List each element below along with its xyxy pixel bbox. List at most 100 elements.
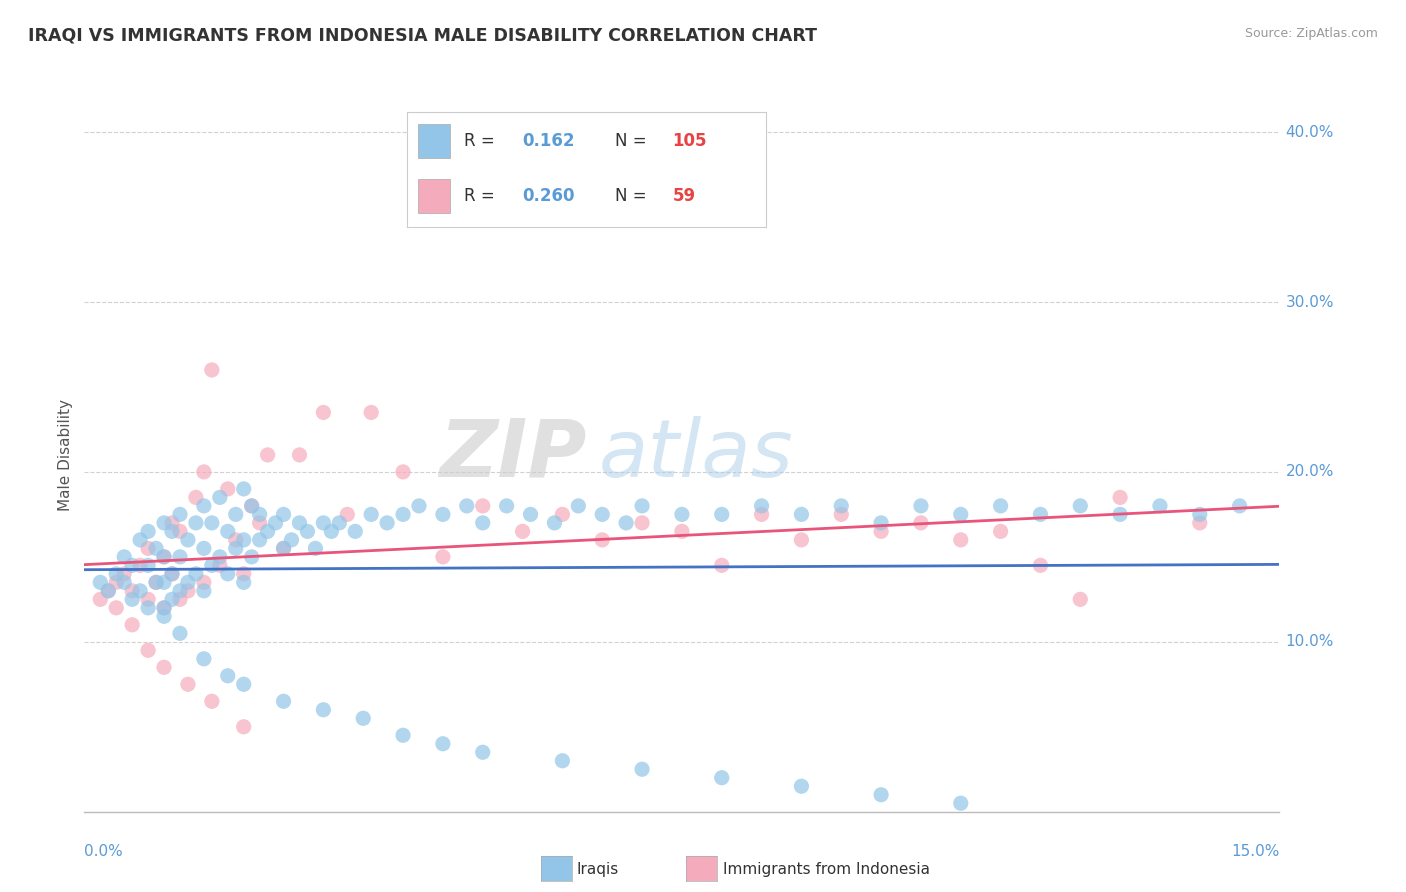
Point bbox=[321, 524, 343, 539]
Point bbox=[184, 491, 207, 505]
Point bbox=[105, 575, 128, 590]
Point bbox=[240, 499, 263, 513]
Point bbox=[240, 499, 263, 513]
Point bbox=[169, 592, 191, 607]
Point bbox=[160, 516, 183, 530]
Point bbox=[184, 516, 207, 530]
Text: Source: ZipAtlas.com: Source: ZipAtlas.com bbox=[1244, 27, 1378, 40]
Point bbox=[264, 516, 287, 530]
Point bbox=[304, 541, 326, 556]
Point bbox=[790, 508, 813, 522]
Point bbox=[145, 575, 167, 590]
Text: 30.0%: 30.0% bbox=[1285, 294, 1334, 310]
Point bbox=[949, 508, 972, 522]
Point bbox=[232, 566, 254, 581]
Point bbox=[1029, 558, 1052, 573]
Point bbox=[184, 566, 207, 581]
Point bbox=[169, 524, 191, 539]
Point bbox=[297, 524, 319, 539]
Point bbox=[121, 617, 143, 632]
Point bbox=[121, 583, 143, 598]
Text: Iraqis: Iraqis bbox=[576, 863, 619, 877]
Point bbox=[217, 566, 239, 581]
Point bbox=[1188, 508, 1211, 522]
Point bbox=[495, 499, 517, 513]
Point bbox=[112, 549, 135, 564]
Point bbox=[543, 516, 565, 530]
Point bbox=[336, 508, 359, 522]
Text: 15.0%: 15.0% bbox=[1232, 844, 1279, 859]
Point bbox=[710, 558, 733, 573]
Point bbox=[751, 499, 773, 513]
Point bbox=[360, 405, 382, 419]
Point bbox=[153, 609, 176, 624]
Point bbox=[392, 465, 415, 479]
Point bbox=[208, 558, 231, 573]
Point bbox=[1069, 499, 1091, 513]
Point bbox=[193, 583, 215, 598]
Point bbox=[225, 533, 247, 547]
Point bbox=[1109, 508, 1132, 522]
Point bbox=[312, 703, 335, 717]
Point bbox=[97, 583, 120, 598]
Point bbox=[256, 524, 278, 539]
Point bbox=[288, 448, 311, 462]
Point bbox=[121, 592, 143, 607]
Point bbox=[177, 533, 200, 547]
Point bbox=[193, 575, 215, 590]
Point bbox=[232, 482, 254, 496]
Point bbox=[432, 549, 454, 564]
Point bbox=[910, 516, 932, 530]
Point bbox=[471, 516, 494, 530]
Point bbox=[392, 728, 415, 742]
Text: 0.0%: 0.0% bbox=[84, 844, 124, 859]
Point bbox=[1029, 508, 1052, 522]
Point bbox=[89, 592, 111, 607]
Point bbox=[129, 533, 152, 547]
Point bbox=[512, 524, 534, 539]
Point bbox=[232, 533, 254, 547]
Point bbox=[408, 499, 430, 513]
Point bbox=[232, 575, 254, 590]
Point bbox=[177, 575, 200, 590]
Point bbox=[949, 533, 972, 547]
Text: 40.0%: 40.0% bbox=[1285, 125, 1334, 140]
Point bbox=[551, 508, 574, 522]
Point bbox=[328, 516, 350, 530]
Text: Immigrants from Indonesia: Immigrants from Indonesia bbox=[723, 863, 929, 877]
Point bbox=[790, 779, 813, 793]
Point bbox=[273, 694, 295, 708]
Point bbox=[105, 600, 128, 615]
Point bbox=[870, 788, 893, 802]
Point bbox=[280, 533, 302, 547]
Point bbox=[208, 491, 231, 505]
Point bbox=[432, 737, 454, 751]
Point bbox=[249, 508, 271, 522]
Point bbox=[129, 558, 152, 573]
Point bbox=[591, 533, 613, 547]
Point bbox=[949, 796, 972, 810]
Point bbox=[232, 720, 254, 734]
Point bbox=[671, 524, 693, 539]
Point bbox=[201, 694, 224, 708]
Point bbox=[1188, 516, 1211, 530]
Point bbox=[551, 754, 574, 768]
Point bbox=[631, 762, 654, 776]
Point bbox=[830, 499, 852, 513]
Point bbox=[169, 626, 191, 640]
Point bbox=[273, 508, 295, 522]
Point bbox=[519, 508, 541, 522]
Point bbox=[432, 508, 454, 522]
Point bbox=[312, 516, 335, 530]
Point bbox=[153, 660, 176, 674]
Point bbox=[105, 566, 128, 581]
Point bbox=[201, 516, 224, 530]
Point bbox=[830, 508, 852, 522]
Point bbox=[471, 499, 494, 513]
Point bbox=[870, 516, 893, 530]
Point bbox=[177, 677, 200, 691]
Point bbox=[89, 575, 111, 590]
Point bbox=[471, 745, 494, 759]
Point bbox=[153, 516, 176, 530]
Point bbox=[160, 566, 183, 581]
